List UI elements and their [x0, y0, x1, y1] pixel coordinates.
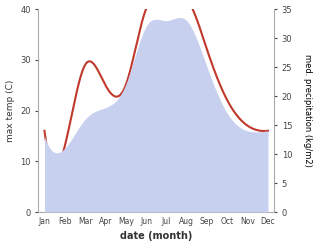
- Y-axis label: med. precipitation (kg/m2): med. precipitation (kg/m2): [303, 54, 313, 167]
- X-axis label: date (month): date (month): [120, 231, 192, 242]
- Y-axis label: max temp (C): max temp (C): [5, 79, 15, 142]
